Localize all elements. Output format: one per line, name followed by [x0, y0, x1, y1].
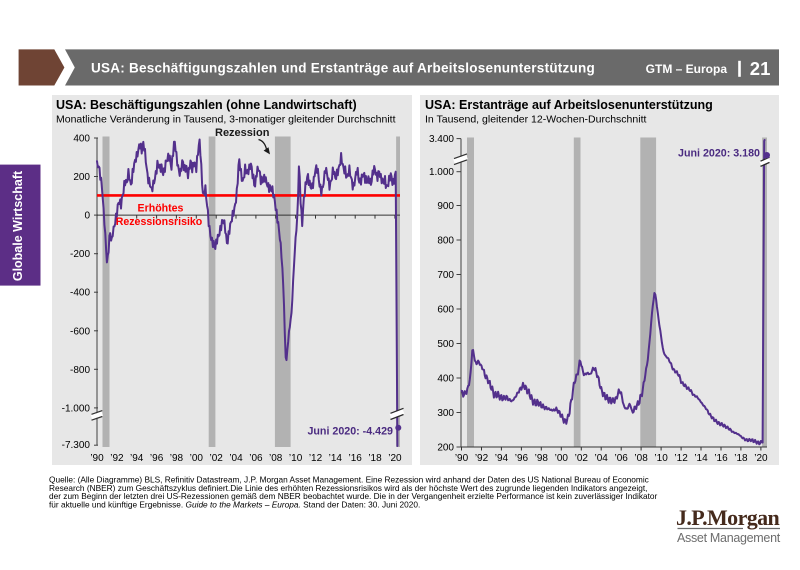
- svg-text:’18: ’18: [368, 453, 382, 464]
- svg-text:800: 800: [437, 236, 454, 247]
- svg-text:1.000: 1.000: [429, 167, 454, 178]
- svg-text:’90: ’90: [455, 453, 469, 464]
- svg-text:USA: Erstanträge auf Arbeitslo: USA: Erstanträge auf Arbeitslosenunterst…: [425, 98, 713, 112]
- svg-text:’14: ’14: [694, 453, 708, 464]
- svg-text:’98: ’98: [535, 453, 549, 464]
- svg-text:Juni 2020: 3.180: Juni 2020: 3.180: [678, 148, 760, 160]
- svg-text:der zum Beginn der letzten dre: der zum Beginn der letzten drei US-Rezes…: [49, 491, 658, 501]
- svg-text:Monatliche Veränderung in Taus: Monatliche Veränderung in Tausend, 3-mon…: [56, 114, 396, 126]
- svg-text:für aktuelle und künftige Erge: für aktuelle und künftige Ergebnisse. Gu…: [49, 499, 420, 509]
- svg-text:-400: -400: [70, 288, 90, 299]
- svg-text:’06: ’06: [249, 453, 263, 464]
- svg-text:’08: ’08: [634, 453, 648, 464]
- svg-text:’96: ’96: [515, 453, 529, 464]
- svg-text:’18: ’18: [734, 453, 748, 464]
- svg-text:Juni 2020: -4.429: Juni 2020: -4.429: [307, 426, 393, 438]
- svg-text:’94: ’94: [130, 453, 144, 464]
- svg-text:’12: ’12: [674, 453, 688, 464]
- svg-text:Asset Management: Asset Management: [677, 531, 781, 545]
- svg-text:’20: ’20: [754, 453, 768, 464]
- svg-text:-600: -600: [70, 326, 90, 337]
- svg-text:’00: ’00: [555, 453, 569, 464]
- svg-text:600: 600: [437, 305, 454, 316]
- svg-text:’04: ’04: [229, 453, 243, 464]
- svg-text:In Tausend, gleitender 12-Woch: In Tausend, gleitender 12-Wochen-Durchsc…: [425, 114, 646, 126]
- svg-text:’10: ’10: [654, 453, 668, 464]
- svg-text:’10: ’10: [289, 453, 303, 464]
- svg-text:’94: ’94: [495, 453, 509, 464]
- svg-text:’16: ’16: [349, 453, 363, 464]
- svg-text:’96: ’96: [150, 453, 164, 464]
- svg-text:’04: ’04: [595, 453, 609, 464]
- svg-text:21: 21: [750, 58, 771, 79]
- svg-text:Research (NBER) zum Geschäftsz: Research (NBER) zum Geschäftszyklus defi…: [49, 483, 647, 493]
- svg-text:’16: ’16: [714, 453, 728, 464]
- svg-text:’90: ’90: [90, 453, 104, 464]
- svg-text:Quelle: (Alle Diagramme) BLS,: Quelle: (Alle Diagramme) BLS, Refinitiv …: [49, 475, 649, 485]
- svg-text:400: 400: [437, 374, 454, 385]
- svg-text:3.400: 3.400: [429, 134, 454, 145]
- svg-text:-200: -200: [70, 249, 90, 260]
- svg-text:-800: -800: [70, 365, 90, 376]
- svg-text:’98: ’98: [170, 453, 184, 464]
- svg-text:Rezession: Rezession: [215, 127, 270, 139]
- svg-text:200: 200: [73, 172, 90, 183]
- svg-text:’92: ’92: [475, 453, 489, 464]
- svg-text:’92: ’92: [110, 453, 124, 464]
- svg-text:’00: ’00: [190, 453, 204, 464]
- svg-text:’02: ’02: [210, 453, 224, 464]
- svg-text:300: 300: [437, 408, 454, 419]
- svg-text:’14: ’14: [329, 453, 343, 464]
- svg-text:400: 400: [73, 134, 90, 145]
- svg-text:’20: ’20: [388, 453, 402, 464]
- svg-text:Rezessionsrisiko: Rezessionsrisiko: [116, 216, 203, 228]
- svg-text:Globale Wirtschaft: Globale Wirtschaft: [11, 170, 25, 281]
- svg-text:’12: ’12: [309, 453, 323, 464]
- svg-text:GTM – Europa: GTM – Europa: [646, 62, 728, 76]
- svg-text:-7.300: -7.300: [62, 440, 91, 451]
- svg-text:USA: Beschäftigungszahlen und: USA: Beschäftigungszahlen und Erstanträg…: [91, 61, 595, 76]
- svg-text:500: 500: [437, 339, 454, 350]
- svg-text:’02: ’02: [575, 453, 589, 464]
- svg-text:900: 900: [437, 201, 454, 212]
- svg-text:’08: ’08: [269, 453, 283, 464]
- svg-text:Erhöhtes: Erhöhtes: [138, 203, 184, 215]
- svg-text:USA: Beschäftigungszahlen (ohn: USA: Beschäftigungszahlen (ohne Landwirt…: [56, 98, 357, 112]
- svg-text:200: 200: [437, 443, 454, 454]
- svg-text:’06: ’06: [615, 453, 629, 464]
- svg-text:700: 700: [437, 270, 454, 281]
- svg-text:-1.000: -1.000: [62, 403, 91, 414]
- svg-text:0: 0: [84, 211, 90, 222]
- svg-text:J.P.Morgan: J.P.Morgan: [676, 505, 780, 530]
